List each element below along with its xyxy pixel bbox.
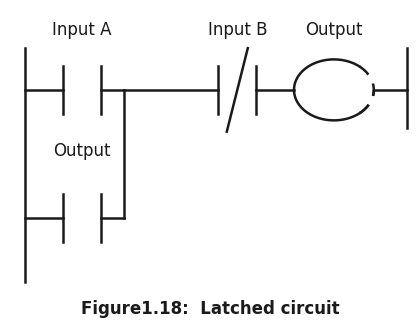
Text: Input B: Input B xyxy=(207,21,267,39)
Text: Output: Output xyxy=(305,21,362,39)
Text: Input A: Input A xyxy=(52,21,112,39)
Text: Output: Output xyxy=(53,143,110,160)
Text: Figure1.18:  Latched circuit: Figure1.18: Latched circuit xyxy=(81,300,339,318)
